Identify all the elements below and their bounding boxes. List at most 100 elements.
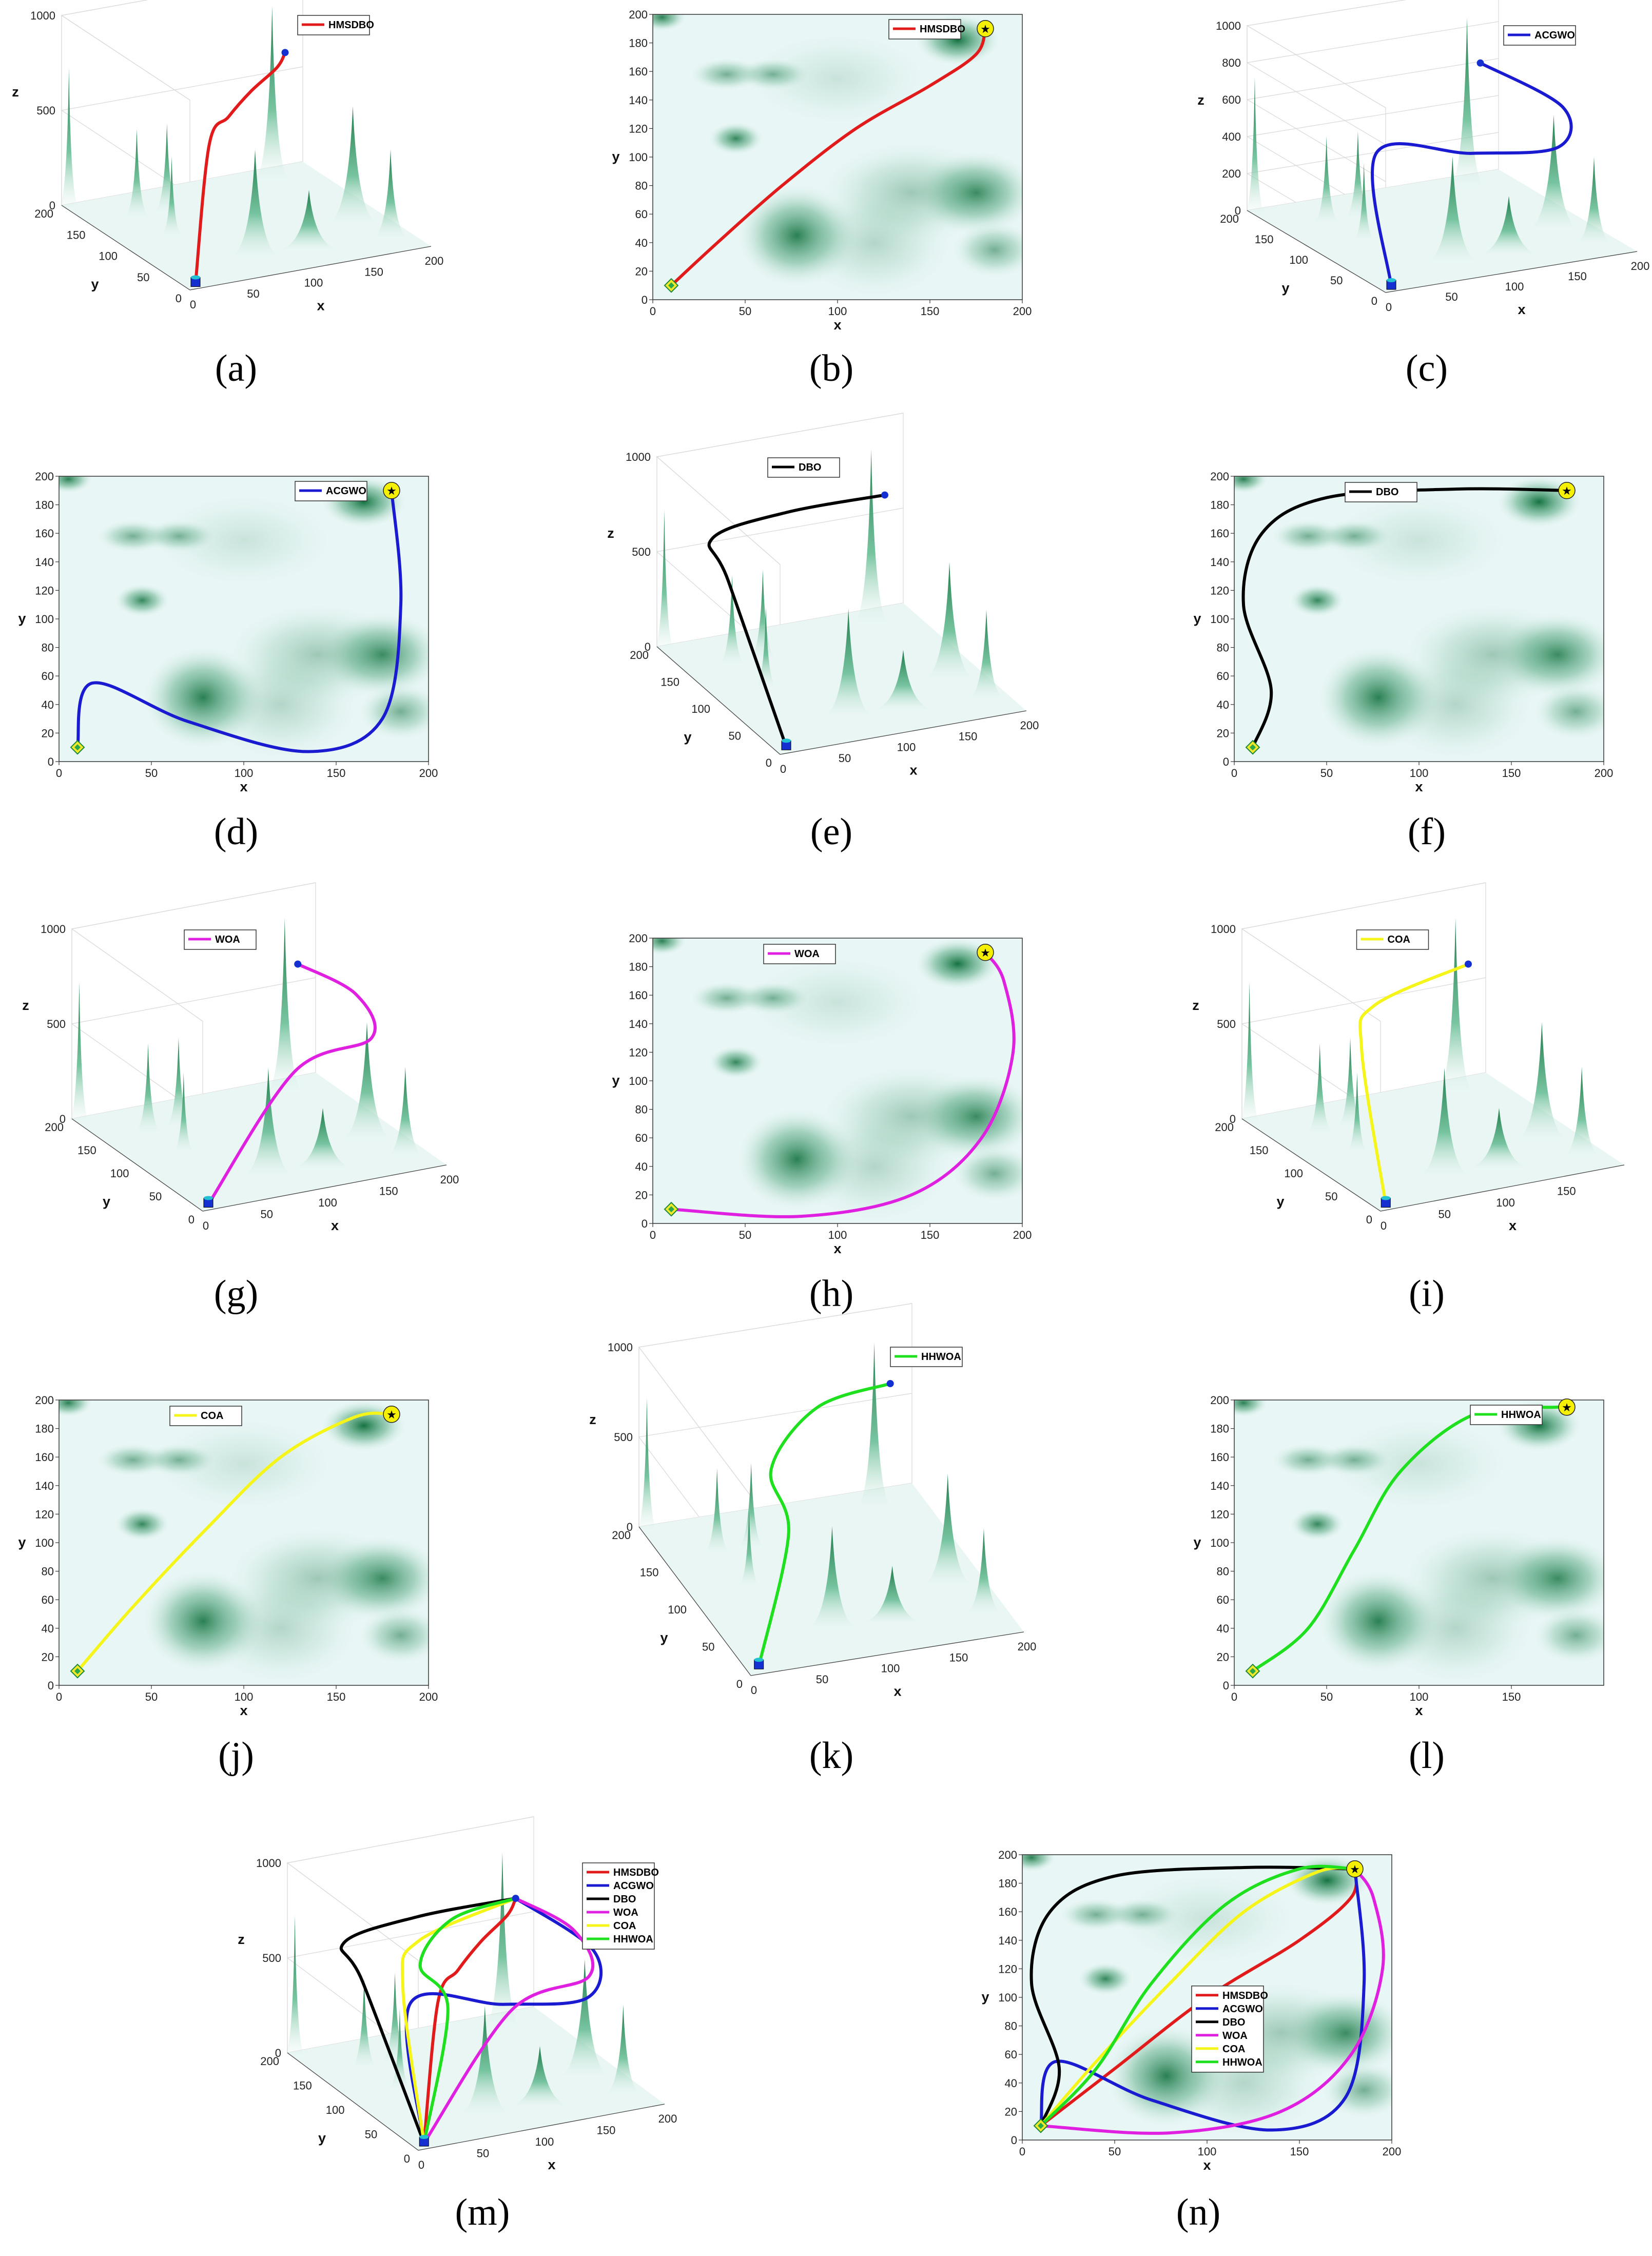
- x-tick-label: 100: [897, 741, 916, 754]
- path-dbo: [1241, 487, 1568, 749]
- path-hmsdbo: [670, 27, 987, 287]
- panel-l: 0 50 100 150 0 20 40 60 80 100 120 140 160 180 200 x y ★ H…: [1193, 1394, 1604, 1777]
- x-tick-label: 50: [816, 1673, 828, 1686]
- y-tick-label: 100: [629, 1075, 648, 1087]
- x-tick-label: 200: [1020, 719, 1039, 732]
- y-axis-label: y: [684, 729, 691, 745]
- y-axis-line: [61, 205, 190, 290]
- path-coa: [400, 1897, 517, 2145]
- x-tick-label: 50: [477, 2147, 489, 2160]
- terrain-peak: [872, 650, 935, 710]
- z-tick-label: 500: [1217, 1018, 1236, 1030]
- paths: [1029, 1864, 1385, 2135]
- legend-label-coa: COA: [613, 1920, 636, 1932]
- x-axis-label: x: [1415, 1703, 1423, 1718]
- y-tick-label: 100: [998, 1991, 1017, 2004]
- terrain-peak: [1576, 157, 1612, 243]
- terrain-peak: [1468, 1108, 1530, 1168]
- x-tick-label: 100: [535, 2135, 554, 2148]
- x-axis-label: x: [240, 1703, 247, 1718]
- x-tick-label: 150: [921, 305, 940, 318]
- y-axis-label: y: [981, 1989, 989, 2005]
- y-tick-label: 150: [1255, 233, 1274, 246]
- z-axis-label: z: [22, 998, 29, 1013]
- x-tick-label: 150: [949, 1651, 968, 1664]
- y-tick-label: 160: [35, 1451, 54, 1464]
- x-tick-label: 200: [440, 1173, 459, 1186]
- y-tick-label: 60: [42, 1593, 54, 1606]
- panel-label: (k): [809, 1735, 853, 1777]
- y-tick-label: 200: [998, 1849, 1017, 1861]
- panel-g: 05010015020005010015020005001000xyzWOA(g…: [22, 882, 459, 1315]
- y-tick-label: 0: [642, 1217, 648, 1230]
- panel-label: (h): [809, 1273, 853, 1315]
- y-tick-label: 140: [629, 94, 648, 107]
- z-tick-label: 0: [1230, 1113, 1236, 1125]
- y-tick-label: 200: [1220, 212, 1239, 225]
- path-hmsdbo: [194, 51, 287, 285]
- y-tick-label: 0: [766, 756, 772, 769]
- path-woa: [422, 1897, 595, 2145]
- z-tick-label: 800: [1222, 56, 1241, 69]
- y-axis-line: [1247, 210, 1386, 293]
- x-tick-label: 150: [327, 767, 346, 780]
- legend-box: [169, 1406, 242, 1426]
- terrain-blob: [59, 476, 92, 493]
- y-tick-label: 0: [1223, 755, 1229, 768]
- panel-label: (d): [214, 811, 258, 853]
- y-axis-line: [656, 646, 781, 755]
- x-tick-label: 50: [839, 752, 851, 765]
- x-tick-label: 50: [145, 1690, 158, 1703]
- terrain-peak: [161, 156, 182, 236]
- y-tick-label: 180: [629, 37, 648, 50]
- y-tick-label: 60: [1005, 2048, 1017, 2061]
- y-tick-label: 180: [35, 1423, 54, 1435]
- x-axis-label: x: [893, 1684, 901, 1699]
- path-acgwo: [1371, 61, 1573, 288]
- y-tick-label: 100: [629, 151, 648, 164]
- x-tick-label: 100: [235, 1690, 254, 1703]
- terrain-peak: [69, 982, 90, 1122]
- y-tick-label: 120: [1210, 584, 1229, 597]
- start-cube-top: [1381, 1196, 1391, 1200]
- x-axis-line: [189, 246, 432, 290]
- z-tick-label: 0: [60, 1113, 66, 1125]
- x-tick-label: 0: [418, 2158, 424, 2171]
- y-tick-label: 140: [998, 1934, 1017, 1947]
- y-tick-label: 100: [1210, 613, 1229, 626]
- goal-circle-icon: [977, 20, 994, 37]
- x-tick-label: 150: [1502, 1690, 1521, 1703]
- y-tick-label: 120: [998, 1962, 1017, 1975]
- x-axis-label: x: [317, 298, 324, 314]
- y-tick-label: 0: [1223, 1679, 1229, 1692]
- y-tick-label: 150: [67, 228, 86, 241]
- path-hmsdbo: [1039, 1867, 1358, 2128]
- x-tick-label: 0: [1231, 1690, 1237, 1703]
- goal-circle-icon: [383, 482, 400, 499]
- terrain-peak: [1478, 196, 1540, 255]
- y-tick-label: 0: [188, 1213, 195, 1226]
- y-axis-label: y: [103, 1194, 110, 1209]
- y-axis-label: y: [1276, 1194, 1284, 1209]
- z-tick-label: 600: [1222, 93, 1241, 106]
- x-tick-label: 0: [190, 298, 196, 311]
- terrain-peak: [1449, 17, 1485, 187]
- y-tick-label: 160: [1210, 1451, 1229, 1464]
- x-tick-label: 0: [780, 763, 786, 775]
- y-axis-label: y: [612, 1073, 619, 1088]
- goal-marker: [881, 491, 888, 499]
- z-grid-line: [286, 1816, 534, 1961]
- x-tick-label: 100: [1410, 767, 1429, 780]
- terrain-floor: [62, 162, 431, 290]
- terrain-peak: [923, 561, 976, 679]
- x-tick-label: 50: [247, 287, 259, 300]
- y-tick-label: 200: [1210, 1394, 1229, 1407]
- x-tick-label: 50: [1109, 2145, 1121, 2158]
- y-tick-label: 60: [635, 208, 648, 221]
- terrain-blob: [359, 1608, 429, 1663]
- terrain-peak: [738, 1463, 764, 1547]
- x-tick-label: 150: [921, 1229, 940, 1241]
- terrain-floor: [1247, 169, 1637, 293]
- x-axis-label: x: [331, 1218, 339, 1233]
- terrain-blob: [1330, 1418, 1508, 1510]
